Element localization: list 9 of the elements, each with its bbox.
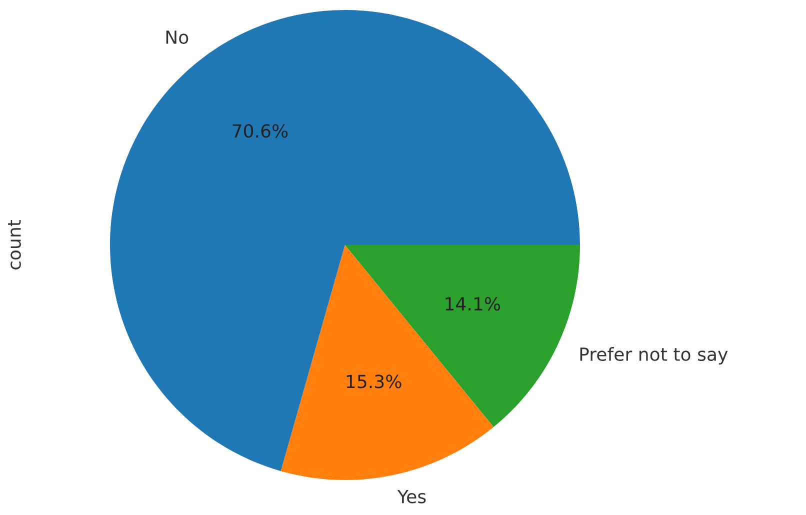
pie-slice [110, 10, 580, 472]
slice-label: Yes [397, 490, 426, 504]
data-label: 70.6% [232, 124, 288, 138]
slice-label: Prefer not to say [580, 347, 728, 365]
data-label: 15.3% [346, 374, 402, 388]
slice-label: No [166, 30, 188, 44]
text: count [8, 220, 21, 270]
data-label: 14.1% [446, 297, 500, 311]
pie-slice [345, 245, 580, 428]
